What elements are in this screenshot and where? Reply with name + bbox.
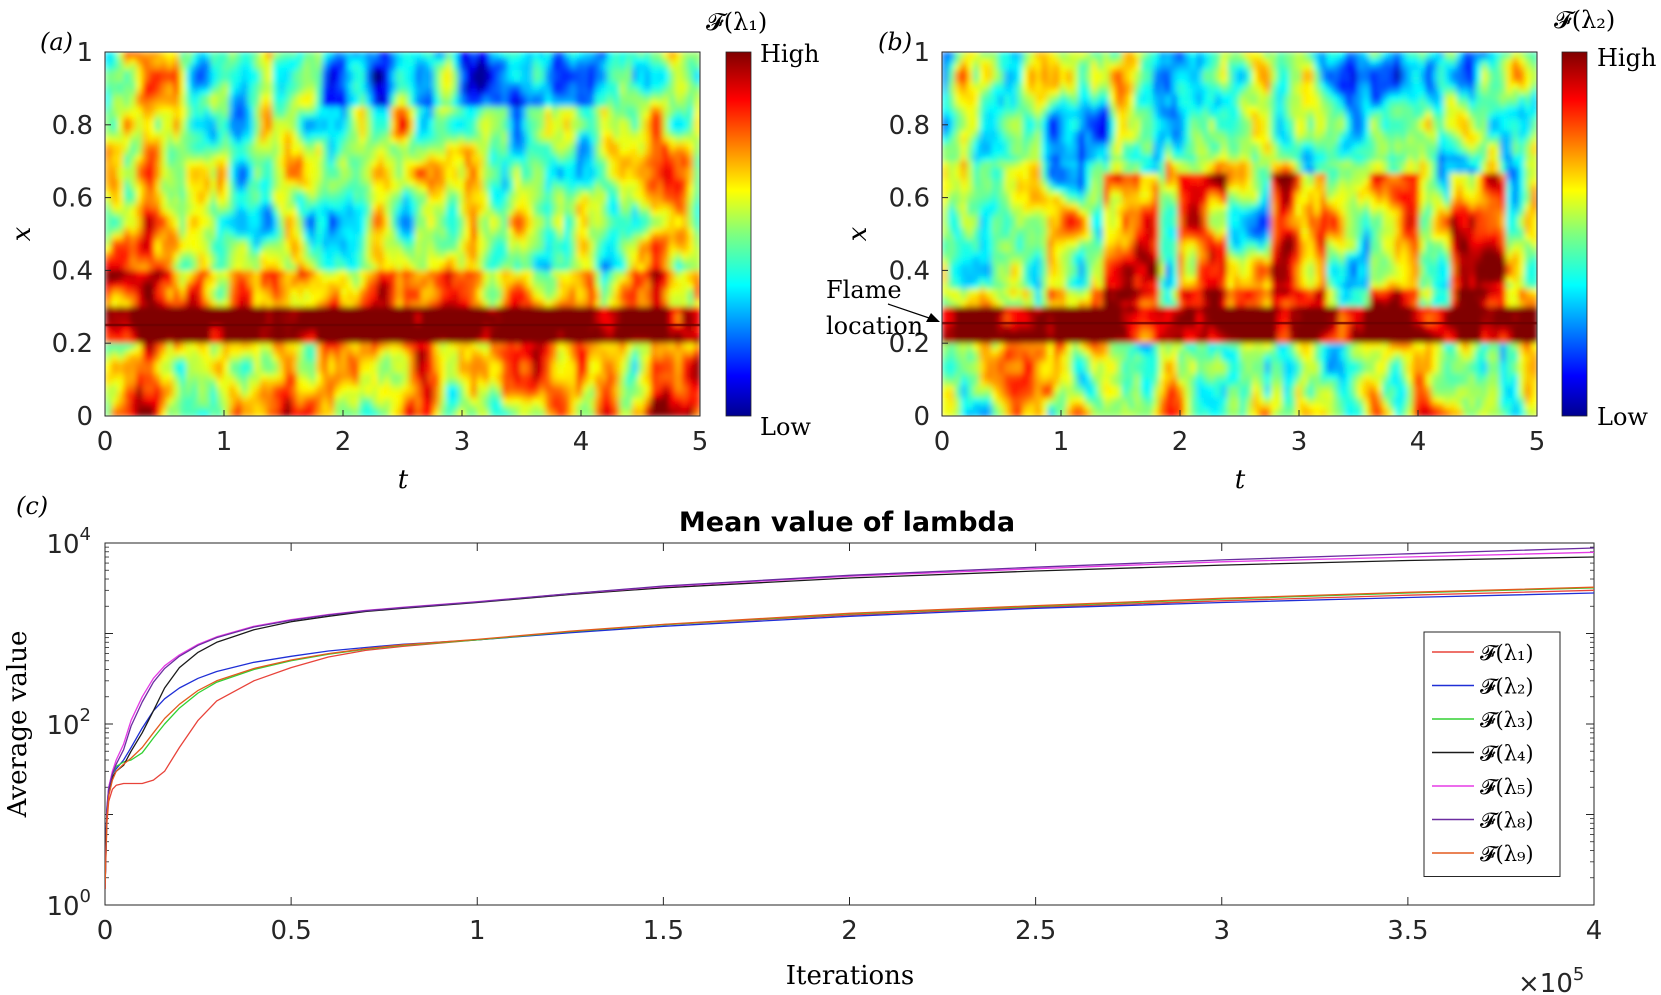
y-label-b: x — [843, 226, 873, 241]
x-tick-label-b: 1 — [1053, 427, 1070, 457]
flame-annotation-arrowhead — [926, 313, 940, 322]
panel-c: (c) Mean value of lambda 0 0.5 1 1.5 2 2.5 3 3.… — [3, 492, 1602, 995]
x-tick-label-c: 3.5 — [1387, 916, 1428, 946]
y-tick-exp: 4 — [80, 524, 91, 545]
y-tick-label-c: 104 — [46, 524, 91, 560]
x-tick-label-c: 3 — [1213, 916, 1230, 946]
colorbar-b-title: 𝓕(λ₂) — [1554, 6, 1615, 34]
series-line-7 — [105, 586, 1594, 890]
series-line-6 — [105, 547, 1594, 890]
x-tick-label-c: 1 — [469, 916, 486, 946]
y-tick-label-b: 0.8 — [889, 111, 930, 141]
colorbar-a-title: 𝓕(λ₁) — [706, 8, 767, 36]
series-line-2 — [105, 592, 1594, 890]
y-tick-label-a: 0.6 — [52, 184, 93, 214]
x-tick-label-c: 1.5 — [643, 916, 684, 946]
y-tick-label-a: 0.4 — [52, 256, 93, 286]
colorbar-b — [1561, 51, 1588, 417]
colorbar-a-low: Low — [760, 413, 811, 441]
x-label-c: Iterations — [786, 961, 915, 991]
x-multiplier-exp: 5 — [1573, 964, 1584, 985]
x-tick-label-a: 0 — [97, 427, 114, 457]
flame-annotation-line1: Flame — [826, 276, 902, 304]
x-tick-label-b: 2 — [1172, 427, 1189, 457]
x-tick-label-a: 3 — [454, 427, 471, 457]
x-tick-label-c: 2 — [841, 916, 858, 946]
y-tick-label-a: 0.8 — [52, 111, 93, 141]
heatmap-b-cells — [942, 52, 1537, 416]
series-line-1 — [105, 589, 1594, 890]
plot-c-area — [104, 542, 1595, 906]
panel-b-label: (b) — [878, 28, 912, 56]
heatmap-a-frame — [104, 51, 701, 417]
axes-a: 0 1 2 3 4 5 0 0.2 0.4 0.6 0.8 1 — [52, 38, 709, 457]
legend-label-5: 𝓕(λ₅) — [1480, 775, 1534, 799]
legend-label-4: 𝓕(λ₄) — [1480, 742, 1534, 766]
x-label-b: t — [1235, 465, 1246, 495]
y-tick-label-a: 0.2 — [52, 329, 93, 359]
x-tick-label-c: 2.5 — [1015, 916, 1056, 946]
x-tick-label-c: 0 — [97, 916, 114, 946]
y-tick-exp: 0 — [80, 886, 91, 907]
legend-label-1: 𝓕(λ₁) — [1480, 641, 1534, 665]
y-label-c: Average value — [3, 631, 33, 819]
y-label-a: x — [7, 226, 37, 241]
x-tick-label-b: 4 — [1410, 427, 1427, 457]
y-tick-label-c: 102 — [46, 705, 91, 741]
panel-a-label: (a) — [40, 28, 73, 56]
y-tick-base: 10 — [46, 711, 79, 741]
panel-b: (b) 0 1 2 3 4 5 0 0.2 0.4 0.6 0.8 1 t x Flame locat… — [826, 6, 1656, 495]
y-tick-label-b: 0.2 — [889, 329, 930, 359]
colorbar-b-high: High — [1597, 44, 1656, 72]
colorbar-a — [725, 51, 752, 417]
legend: 𝓕(λ₁) 𝓕(λ₂) 𝓕(λ₃) 𝓕(λ₄) 𝓕(λ₅) 𝓕(λ₈) 𝓕(λ₉) — [1423, 631, 1561, 877]
y-tick-label-b: 1 — [913, 38, 930, 68]
series-lines — [105, 547, 1594, 890]
x-tick-label-b: 5 — [1529, 427, 1546, 457]
x-multiplier-base: ×10 — [1518, 969, 1573, 995]
x-multiplier: ×105 — [1518, 964, 1584, 995]
heatmap-b-frame — [941, 51, 1538, 417]
x-tick-label-b: 3 — [1291, 427, 1308, 457]
legend-label-6: 𝓕(λ₈) — [1480, 809, 1534, 833]
y-tick-label-a: 1 — [76, 38, 93, 68]
panel-c-label: (c) — [16, 492, 48, 520]
y-tick-label-c: 100 — [46, 886, 91, 922]
x-tick-label-c: 4 — [1586, 916, 1603, 946]
panel-a: (a) 0 1 2 3 4 500.20.40.60.81 t x 𝓕(λ₁) High … — [7, 8, 819, 495]
x-tick-label-a: 1 — [216, 427, 233, 457]
series-line-5 — [105, 551, 1594, 890]
x-tick-label-b: 0 — [934, 427, 951, 457]
colorbar-b-low: Low — [1597, 403, 1648, 431]
heatmap-b — [942, 52, 1537, 416]
chart-c-title: Mean value of lambda — [679, 507, 1015, 538]
legend-label-2: 𝓕(λ₂) — [1480, 675, 1534, 699]
y-tick-base: 10 — [46, 892, 79, 922]
colorbar-a-high: High — [760, 40, 819, 68]
y-tick-base: 10 — [46, 530, 79, 560]
legend-box — [1423, 631, 1561, 877]
x-label-a: t — [398, 465, 409, 495]
flame-annotation-line2: location — [826, 312, 923, 340]
heatmap-a — [105, 52, 700, 416]
x-tick-label-a: 2 — [335, 427, 352, 457]
y-tick-label-a: 0 — [76, 402, 93, 432]
y-tick-label-b: 0.6 — [889, 184, 930, 214]
x-tick-label-c: 0.5 — [270, 916, 311, 946]
heatmap-a-cells — [105, 52, 700, 416]
y-tick-exp: 2 — [80, 705, 91, 726]
x-tick-label-a: 4 — [573, 427, 590, 457]
x-tick-label-a: 5 — [692, 427, 709, 457]
legend-label-3: 𝓕(λ₃) — [1480, 708, 1534, 732]
y-tick-label-b: 0.4 — [889, 256, 930, 286]
flame-annotation-arrow — [887, 303, 936, 321]
axes-b: 0 1 2 3 4 5 0 0.2 0.4 0.6 0.8 1 — [889, 38, 1546, 457]
y-tick-label-b: 0 — [913, 402, 930, 432]
legend-label-7: 𝓕(λ₉) — [1480, 842, 1534, 866]
